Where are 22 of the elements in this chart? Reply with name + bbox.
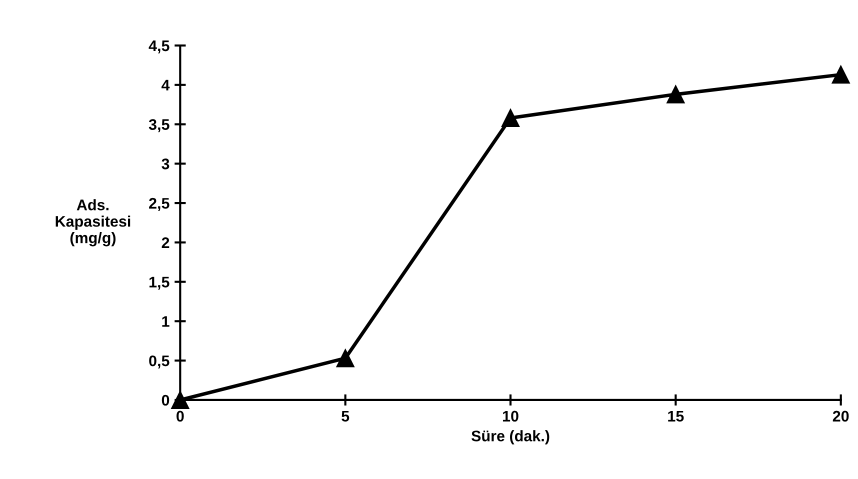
x-tick-label: 20 — [832, 410, 849, 422]
y-tick-label: 4,5 — [148, 40, 170, 54]
point — [501, 108, 520, 127]
y-tick-label: 2 — [162, 237, 170, 248]
point — [832, 66, 850, 84]
x-tick-label: 15 — [668, 410, 684, 422]
y-tick-label: 0 — [162, 394, 170, 406]
y-axis-title: Ads. Kapasitesi (mg/g) — [56, 199, 130, 246]
point — [666, 85, 685, 104]
y-tick-label: 3 — [162, 158, 170, 170]
y-tick-label: 2,5 — [149, 198, 170, 211]
y-tick-label: 1 — [162, 316, 170, 327]
x-tick-label: 5 — [342, 410, 350, 422]
y-tick-label: 3,5 — [148, 119, 170, 132]
y-tick-label: 0,5 — [149, 355, 170, 368]
point — [336, 349, 354, 368]
x-tick-label: 0 — [176, 410, 184, 422]
y-tick-label: 4 — [162, 80, 170, 90]
x-axis-title: Süre (dak.) — [471, 430, 550, 444]
point — [171, 390, 190, 409]
y-tick-label: 1,5 — [149, 276, 170, 290]
x-tick-label: 10 — [502, 410, 518, 422]
